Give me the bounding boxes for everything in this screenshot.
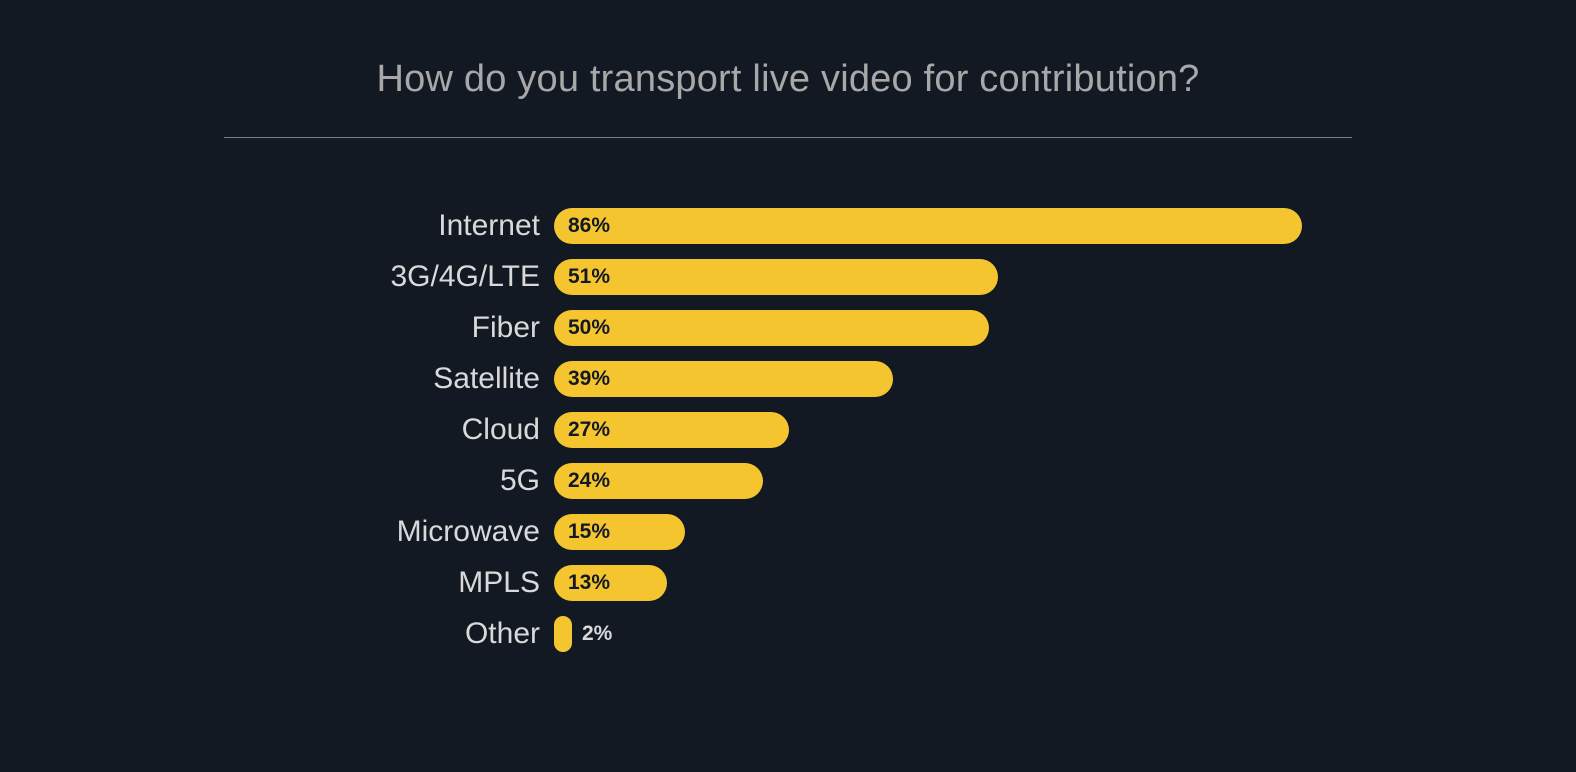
bar: 51% <box>554 259 998 295</box>
bar-label: 3G/4G/LTE <box>344 260 554 294</box>
bar-cell: 86% <box>554 208 1444 244</box>
bar-row: Cloud 27% <box>344 404 1444 455</box>
bar-cell: 39% <box>554 361 1444 397</box>
bar-label: Microwave <box>344 515 554 549</box>
chart-container: How do you transport live video for cont… <box>0 0 1576 772</box>
bar: 15% <box>554 514 685 550</box>
chart-title: How do you transport live video for cont… <box>0 0 1576 101</box>
bar-cell: 15% <box>554 514 1444 550</box>
bar-row: Internet 86% <box>344 200 1444 251</box>
bar-value: 86% <box>568 214 610 238</box>
bar-row: 3G/4G/LTE 51% <box>344 251 1444 302</box>
bar-label: Internet <box>344 209 554 243</box>
bar: 39% <box>554 361 893 397</box>
bar-value: 51% <box>568 265 610 289</box>
bar-label: MPLS <box>344 566 554 600</box>
bar-row: Other 2% <box>344 608 1444 659</box>
bar-cell: 50% <box>554 310 1444 346</box>
title-divider <box>224 137 1352 138</box>
bar-row: 5G 24% <box>344 455 1444 506</box>
bar-label: Satellite <box>344 362 554 396</box>
bar-cell: 24% <box>554 463 1444 499</box>
bar-row: MPLS 13% <box>344 557 1444 608</box>
bar-row: Microwave 15% <box>344 506 1444 557</box>
bar-label: Other <box>344 617 554 651</box>
bar: 24% <box>554 463 763 499</box>
bar-chart: Internet 86% 3G/4G/LTE 51% Fiber 50% Satellite… <box>344 200 1444 659</box>
bar-value: 15% <box>568 520 610 544</box>
bar: 50% <box>554 310 989 346</box>
bar-row: Fiber 50% <box>344 302 1444 353</box>
bar-cell: 27% <box>554 412 1444 448</box>
bar-label: 5G <box>344 464 554 498</box>
bar: 13% <box>554 565 667 601</box>
bar-label: Fiber <box>344 311 554 345</box>
bar: 27% <box>554 412 789 448</box>
bar <box>554 616 572 652</box>
bar: 86% <box>554 208 1302 244</box>
bar-value: 50% <box>568 316 610 340</box>
bar-value: 27% <box>568 418 610 442</box>
bar-value: 13% <box>568 571 610 595</box>
bar-cell: 51% <box>554 259 1444 295</box>
bar-label: Cloud <box>344 413 554 447</box>
bar-value: 2% <box>582 622 612 646</box>
bar-cell: 13% <box>554 565 1444 601</box>
bar-cell: 2% <box>554 616 1444 652</box>
bar-value: 24% <box>568 469 610 493</box>
bar-value: 39% <box>568 367 610 391</box>
bar-row: Satellite 39% <box>344 353 1444 404</box>
